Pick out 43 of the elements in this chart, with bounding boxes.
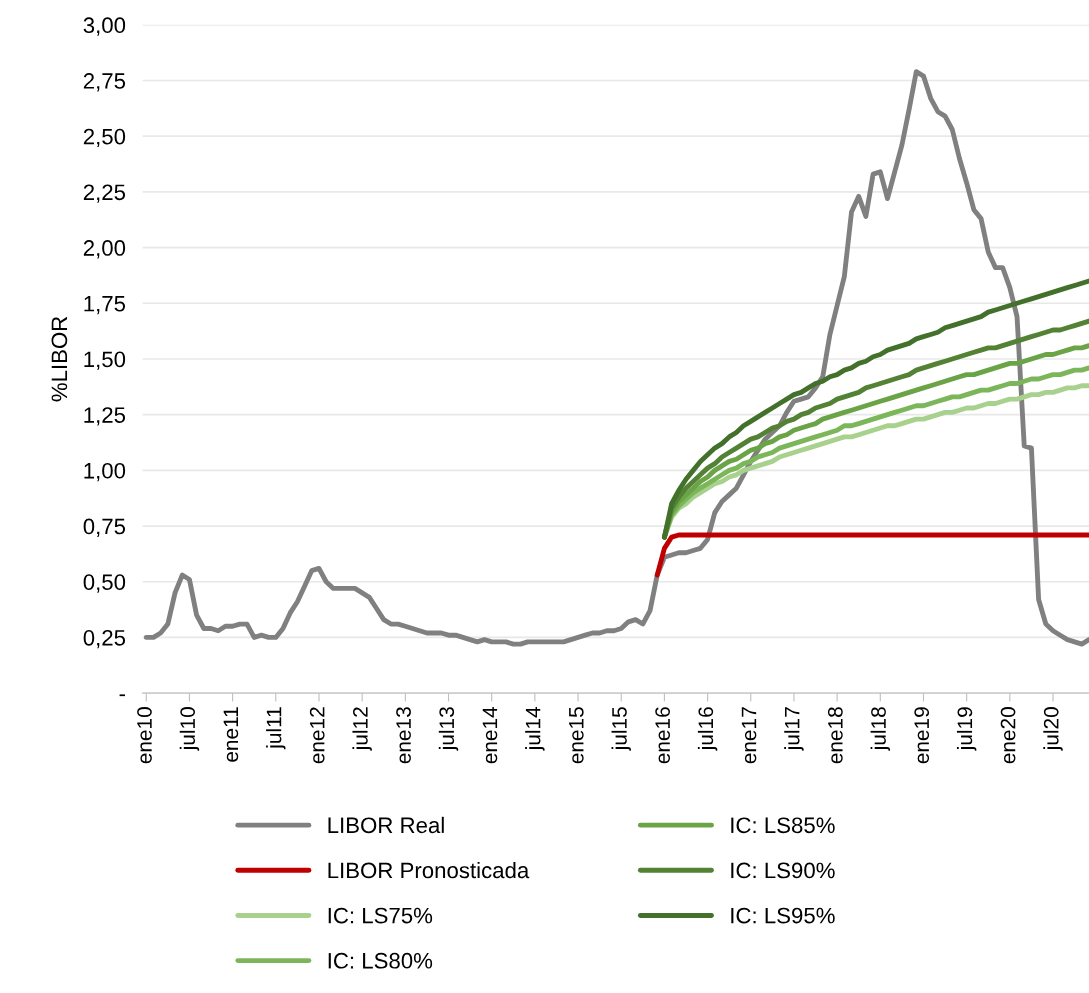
x-tick-label: jul17 bbox=[784, 707, 804, 751]
x-tick-label: jul15 bbox=[611, 707, 631, 751]
x-tick-label: ene17 bbox=[741, 707, 757, 764]
x-tick-label: jul10 bbox=[179, 707, 200, 751]
y-tick-label: 2,75 bbox=[83, 73, 126, 92]
x-tick-label: jul13 bbox=[438, 707, 459, 751]
x-tick-label: jul14 bbox=[525, 706, 545, 751]
x-tick-label: ene10 bbox=[137, 707, 152, 764]
x-tick-label: jul12 bbox=[352, 707, 372, 751]
x-tick-label: jul18 bbox=[870, 707, 891, 751]
y-tick-label: 1,25 bbox=[84, 407, 126, 426]
legend-label: IC: LS95% bbox=[731, 907, 835, 924]
y-tick-label: 2,00 bbox=[83, 240, 126, 259]
x-tick-label: ene16 bbox=[655, 707, 670, 764]
x-tick-label: ene19 bbox=[914, 707, 930, 764]
x-tick-label: ene14 bbox=[482, 706, 498, 764]
y-tick-label: - bbox=[119, 694, 126, 697]
legend-label: LIBOR Real bbox=[328, 816, 444, 834]
x-tick-label: jul20 bbox=[1043, 707, 1063, 751]
y-tick-label: 3,00 bbox=[83, 17, 126, 36]
y-tick-label: 0,25 bbox=[83, 629, 126, 649]
legend-label: IC: LS85% bbox=[731, 817, 835, 834]
legend-label: LIBOR Pronosticada bbox=[328, 861, 530, 879]
x-tick-label: ene12 bbox=[309, 707, 325, 764]
y-tick-label: 2,25 bbox=[83, 184, 126, 203]
legend-label: IC: LS75% bbox=[328, 907, 433, 924]
y-tick-label: 0,50 bbox=[83, 574, 126, 593]
y-tick-label: 2,50 bbox=[83, 128, 126, 148]
x-tick-label: ene20 bbox=[1000, 707, 1016, 764]
y-tick-label: 1,00 bbox=[84, 462, 126, 482]
x-tick-label: ene11 bbox=[223, 707, 239, 762]
y-axis-title: %LIBOR bbox=[51, 316, 68, 402]
y-tick-label: 0,75 bbox=[83, 518, 126, 537]
legend-label: IC: LS80% bbox=[328, 952, 433, 969]
y-tick-label: 1,50 bbox=[84, 351, 126, 370]
legend-label: IC: LS90% bbox=[731, 862, 835, 879]
x-tick-label: ene18 bbox=[827, 707, 843, 764]
y-tick-label: 1,75 bbox=[84, 296, 126, 315]
x-tick-label: jul19 bbox=[956, 707, 977, 751]
x-tick-label: jul11 bbox=[266, 707, 286, 750]
x-tick-label: jul16 bbox=[697, 707, 718, 751]
x-tick-label: ene15 bbox=[569, 707, 584, 764]
x-tick-label: ene13 bbox=[396, 707, 411, 764]
